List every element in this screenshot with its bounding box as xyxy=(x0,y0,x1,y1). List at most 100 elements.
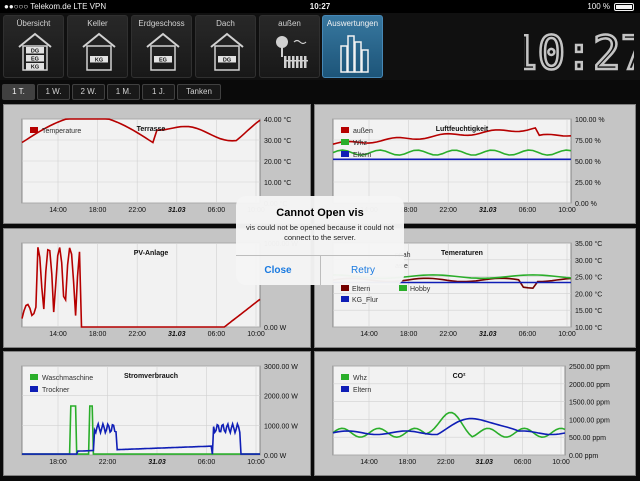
nav-tile-label: Dach xyxy=(216,19,235,28)
floor-badge: KG xyxy=(31,65,39,71)
legend-swatch xyxy=(341,139,349,145)
legend-label: Hobby xyxy=(410,286,431,293)
x-tick-label: 06:00 xyxy=(208,207,226,214)
tab-2-w[interactable]: 2 W. xyxy=(72,84,105,100)
legend-swatch xyxy=(341,296,349,302)
y-tick-label: 0.00 W xyxy=(264,453,287,460)
dialog-message: vis could not be opened because it could… xyxy=(245,223,395,242)
chart-panel-1[interactable]: 40.00 °C30.00 °C20.00 °C10.00 °C0.00 °C1… xyxy=(3,104,311,224)
y-tick-label: 25.00 °C xyxy=(575,274,602,282)
y-tick-label: 75.00 % xyxy=(575,138,601,145)
y-tick-label: 2000.00 W xyxy=(264,394,298,401)
chart-svg: 40.00 °C30.00 °C20.00 °C10.00 °C0.00 °C1… xyxy=(21,116,291,214)
nav-bar: Übersicht DG EG KG Keller KG Erdgeschoss EG Dach… xyxy=(0,13,640,80)
battery-percent: 100 % xyxy=(587,2,610,11)
y-tick-label: 1500.00 ppm xyxy=(569,400,610,407)
x-tick-label: 31.03 xyxy=(479,331,497,338)
legend-label: Eltern xyxy=(352,286,370,293)
nav-tile-übersicht[interactable]: Übersicht DG EG KG xyxy=(3,15,64,78)
nav-tile-auswertungen[interactable]: Auswertungen xyxy=(322,15,383,78)
x-tick-label: 14:00 xyxy=(360,459,378,466)
x-tick-label: 22:00 xyxy=(439,331,457,338)
series-line xyxy=(21,118,261,144)
nav-tile-label: Erdgeschoss xyxy=(138,19,185,28)
x-tick-label: 06:00 xyxy=(519,331,537,338)
chart-svg: 100.00 %75.00 %50.00 %25.00 %0.00 %14:00… xyxy=(332,117,605,214)
y-tick-label: 3000.00 W xyxy=(264,364,298,371)
carrier-label: ●●○○○ Telekom.de LTE VPN xyxy=(4,2,107,11)
x-tick-label: 18:00 xyxy=(89,331,107,338)
error-dialog: Cannot Open vis vis could not be opened … xyxy=(236,196,404,285)
series-line xyxy=(332,411,566,439)
dialog-title: Cannot Open vis xyxy=(276,207,364,219)
x-tick-label: 22:00 xyxy=(439,207,457,214)
chart-svg: 2500.00 ppm 2000.00 ppm 1500.00 ppm 1000.00… xyxy=(332,364,610,466)
nav-tile-keller[interactable]: Keller KG xyxy=(67,15,128,78)
legend-swatch xyxy=(30,127,38,133)
retry-button[interactable]: Retry xyxy=(351,265,375,276)
nav-tile-label: Übersicht xyxy=(16,19,51,28)
y-tick-label: 20.00 °C xyxy=(575,290,602,298)
series-line xyxy=(332,149,572,156)
floor-badge: KG xyxy=(95,58,103,64)
y-tick-label: 2500.00 ppm xyxy=(569,364,610,371)
x-tick-label: 18:00 xyxy=(49,459,67,466)
series-line xyxy=(22,421,260,455)
tab-tanken[interactable]: Tanken xyxy=(177,84,221,100)
series-line xyxy=(332,126,572,145)
x-tick-label: 06:00 xyxy=(514,459,532,466)
bar-chart-icon xyxy=(340,35,369,73)
chart-panel-6[interactable]: 2500.00 ppm 2000.00 ppm 1500.00 ppm 1000.00… xyxy=(314,351,636,476)
x-tick-label: 14:00 xyxy=(49,331,67,338)
legend-swatch xyxy=(341,374,349,380)
tab-1-t[interactable]: 1 T. xyxy=(2,84,35,100)
x-tick-label: 31.03 xyxy=(475,459,493,466)
digital-clock: 10:27 xyxy=(524,27,634,77)
chart-title: Temeraturen xyxy=(441,250,483,257)
nav-tile-erdgeschoss[interactable]: Erdgeschoss EG xyxy=(131,15,192,78)
x-tick-label: 31.03 xyxy=(479,207,497,214)
tab-1-j[interactable]: 1 J. xyxy=(142,84,175,100)
chart-title: PV-Anlage xyxy=(134,250,169,257)
y-tick-label: 0.00 ppm xyxy=(569,453,598,460)
series-line xyxy=(21,247,261,328)
y-tick-label: 2000.00 ppm xyxy=(569,382,610,389)
house-dg-eg-kg-icon: DG EG KG xyxy=(18,32,52,71)
chart-svg: 3000.00 W 2000.00 W 1000.00 W 0.00 W 18:00 22… xyxy=(21,364,298,466)
nav-tile-dach[interactable]: Dach DG xyxy=(195,15,256,78)
y-tick-label: 50.00 % xyxy=(575,159,601,166)
nav-tile-außen[interactable]: außen xyxy=(259,15,320,78)
x-tick-label: 31.03 xyxy=(148,459,166,466)
y-tick-label: 30.00 °C xyxy=(575,257,602,265)
tree-fence-icon xyxy=(276,36,308,68)
x-tick-label: 22:00 xyxy=(437,459,455,466)
tab-1-w[interactable]: 1 W. xyxy=(37,84,70,100)
chart-title: Luftfeuchtigkeit xyxy=(436,126,489,133)
y-tick-label: 10.00 °C xyxy=(575,324,602,332)
legend-swatch xyxy=(341,127,349,133)
dialog-button-divider xyxy=(320,255,321,285)
x-tick-label: 14:00 xyxy=(360,331,378,338)
y-tick-label: 10.00 °C xyxy=(264,179,291,187)
x-tick-label: 10:00 xyxy=(247,331,265,338)
x-tick-label: 18:00 xyxy=(399,459,417,466)
y-tick-label: 0.00 W xyxy=(264,325,287,332)
floor-badge: DG xyxy=(223,58,231,64)
status-bar: ●●○○○ Telekom.de LTE VPN 10:27 100 % xyxy=(0,0,640,13)
y-tick-label: 100.00 % xyxy=(575,117,605,124)
y-tick-label: 25.00 % xyxy=(575,180,601,187)
legend-swatch xyxy=(399,285,407,291)
close-button[interactable]: Close xyxy=(264,265,292,276)
x-tick-label: 10:00 xyxy=(558,331,576,338)
x-tick-label: 31.03 xyxy=(168,331,186,338)
legend-label: Trockner xyxy=(42,387,70,394)
chart-panel-5[interactable]: 3000.00 W 2000.00 W 1000.00 W 0.00 W 18:00 22… xyxy=(3,351,311,476)
x-tick-label: 10:00 xyxy=(247,459,265,466)
tab-1-m[interactable]: 1 M. xyxy=(107,84,140,100)
x-tick-label: 06:00 xyxy=(198,459,216,466)
house-dg-icon: DG xyxy=(210,32,244,71)
x-tick-label: 18:00 xyxy=(400,207,418,214)
y-tick-label: 35.00 °C xyxy=(575,240,602,248)
legend-swatch xyxy=(30,374,38,380)
